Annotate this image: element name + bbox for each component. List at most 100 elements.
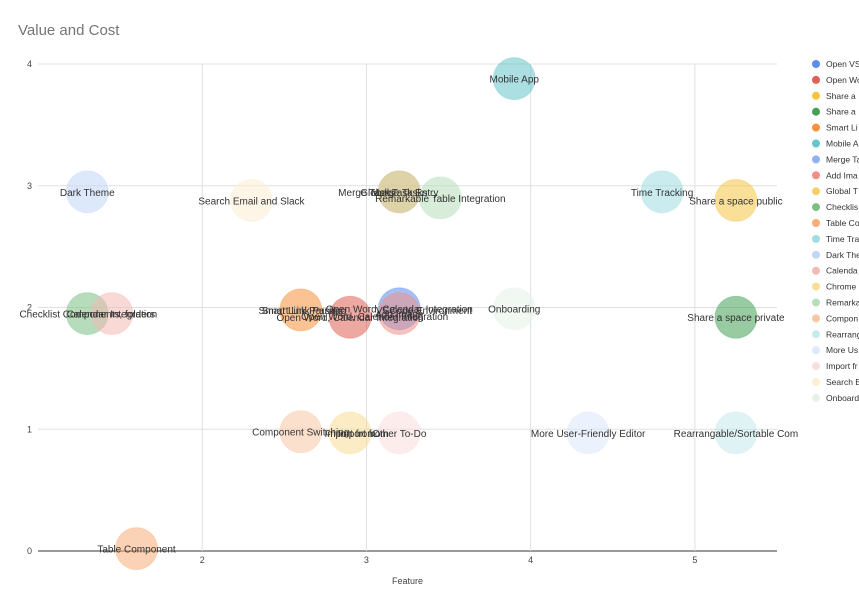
- legend-entry: Global T: [826, 186, 858, 196]
- bubble-point: [328, 295, 372, 339]
- legend-entry: Search E: [826, 377, 859, 387]
- legend-marker: [812, 393, 820, 402]
- bubble-label: Dark Theme: [60, 188, 115, 199]
- legend-entry: Dark The: [826, 250, 859, 260]
- bubble-point: [492, 57, 536, 101]
- legend-entry: Compon: [826, 313, 858, 323]
- legend-entry: Rearrang: [826, 329, 859, 339]
- legend-marker: [812, 155, 820, 164]
- bubble-label: Other To-Do: [372, 429, 427, 440]
- bubble-label: Mobile App: [490, 75, 540, 86]
- bubble-point: [65, 170, 109, 214]
- bubble-point: [492, 287, 536, 331]
- bubble-point: [279, 288, 323, 332]
- legend-marker: [812, 330, 820, 339]
- legend-layer: Open VS Open Wo Share a Share a Smart Li Mobi…: [812, 59, 859, 403]
- bubble-label: Checklist Components, folders: [19, 310, 155, 321]
- legend-entry: Time Tra: [826, 234, 859, 244]
- legend-entry: Checklis: [826, 202, 858, 212]
- legend-entry: Table Co: [826, 218, 859, 228]
- bubble-label: Time Tracking: [631, 188, 693, 199]
- bubble-label: Open Word, Calendar Integration: [276, 313, 423, 324]
- bubble-label: VSCode Environment: [376, 306, 472, 317]
- bubble-label: Import from: [324, 429, 375, 440]
- bubble-label: Onboarding: [488, 305, 540, 316]
- x-tick-label: 3: [364, 555, 369, 565]
- legend-entry: Share a: [826, 107, 856, 117]
- legend-entry: Remarka: [826, 298, 859, 308]
- bubble-point: [328, 411, 372, 455]
- legend-entry: Calenda: [826, 266, 858, 276]
- bubble-label: Merge Tasks: [338, 188, 395, 199]
- legend-marker: [812, 91, 820, 100]
- legend-entry: Add Ima: [826, 170, 858, 180]
- bubble-point: [229, 178, 273, 222]
- bubble-point: [377, 292, 421, 336]
- x-tick-label: 4: [528, 555, 533, 565]
- y-tick-label: 1: [27, 424, 32, 434]
- y-tick-label: 2: [27, 303, 32, 313]
- bubble-label: Global Task Entry: [360, 188, 438, 199]
- legend-entry: Share a: [826, 91, 856, 101]
- bubble-label: Smart Link Parsing: [262, 306, 346, 317]
- bubble-point: [640, 170, 684, 214]
- bubble-label: Remarkable Table Integration: [375, 194, 505, 205]
- bubble-point: [90, 292, 134, 336]
- bubble-point: [377, 411, 421, 455]
- legend-marker: [812, 314, 820, 323]
- legend-marker: [812, 234, 820, 243]
- legend-entry: Open VS: [826, 59, 859, 69]
- bubble-point: [714, 411, 758, 455]
- bubble-point: [418, 176, 462, 220]
- legend-marker: [812, 250, 820, 259]
- legend-marker: [812, 346, 820, 355]
- legend-entry: Onboard: [826, 393, 859, 403]
- legend-entry: Open Wo: [826, 75, 859, 85]
- bubble-label: Share a space public: [689, 196, 782, 207]
- bubble-layer: [65, 57, 758, 571]
- bubble-label: Smart Link Parsing: [259, 306, 343, 317]
- bubble-label: Share a space private: [687, 313, 785, 324]
- legend-marker: [812, 123, 820, 132]
- y-tick-label: 3: [27, 181, 32, 191]
- bubble-label: Open Word, Calendar Integration: [301, 312, 448, 323]
- bubble-label: More User-Friendly Editor: [531, 429, 646, 440]
- legend-entry: Import fr: [826, 361, 858, 371]
- legend-entry: Chrome: [826, 282, 857, 292]
- bubble-point: [566, 411, 610, 455]
- bubble-label: Open Word, Calendar Integration: [326, 305, 473, 316]
- bubble-point: [714, 295, 758, 339]
- legend-marker: [812, 219, 820, 227]
- axis-layer: 0 1 2 3 4 2 3 4 5 Feature: [27, 59, 697, 586]
- bubble-label: Import from: [338, 429, 389, 440]
- legend-marker: [812, 203, 820, 212]
- legend-entry: Merge Ta: [826, 154, 859, 164]
- legend-marker: [812, 60, 820, 68]
- bubble-label: Search Email and Slack: [198, 196, 305, 207]
- bubble-label: Merge Tasks: [371, 188, 428, 199]
- bubble-point: [714, 178, 758, 222]
- bubble-point: [115, 527, 159, 571]
- legend-marker: [812, 139, 820, 148]
- x-tick-label: 5: [692, 555, 697, 565]
- legend-marker: [812, 298, 820, 307]
- y-tick-label: 4: [27, 59, 32, 69]
- bubble-label: Rearrangable/Sortable Com: [674, 429, 799, 440]
- bubble-label: Calendar Integration: [67, 310, 158, 321]
- bubble-point: [279, 410, 323, 454]
- x-tick-label: 2: [200, 555, 205, 565]
- bubble-label: Add Image: [375, 310, 424, 321]
- legend-marker: [812, 107, 820, 116]
- legend-marker: [812, 282, 820, 291]
- legend-marker: [812, 75, 820, 84]
- y-tick-label: 0: [27, 546, 32, 556]
- legend-marker: [812, 187, 820, 196]
- legend-entry: More Us: [826, 345, 858, 355]
- chart-title: Value and Cost: [18, 22, 120, 39]
- legend-marker: [812, 378, 820, 386]
- legend-marker: [812, 266, 820, 275]
- legend-marker: [812, 171, 820, 180]
- legend-entry: Smart Li: [826, 123, 858, 133]
